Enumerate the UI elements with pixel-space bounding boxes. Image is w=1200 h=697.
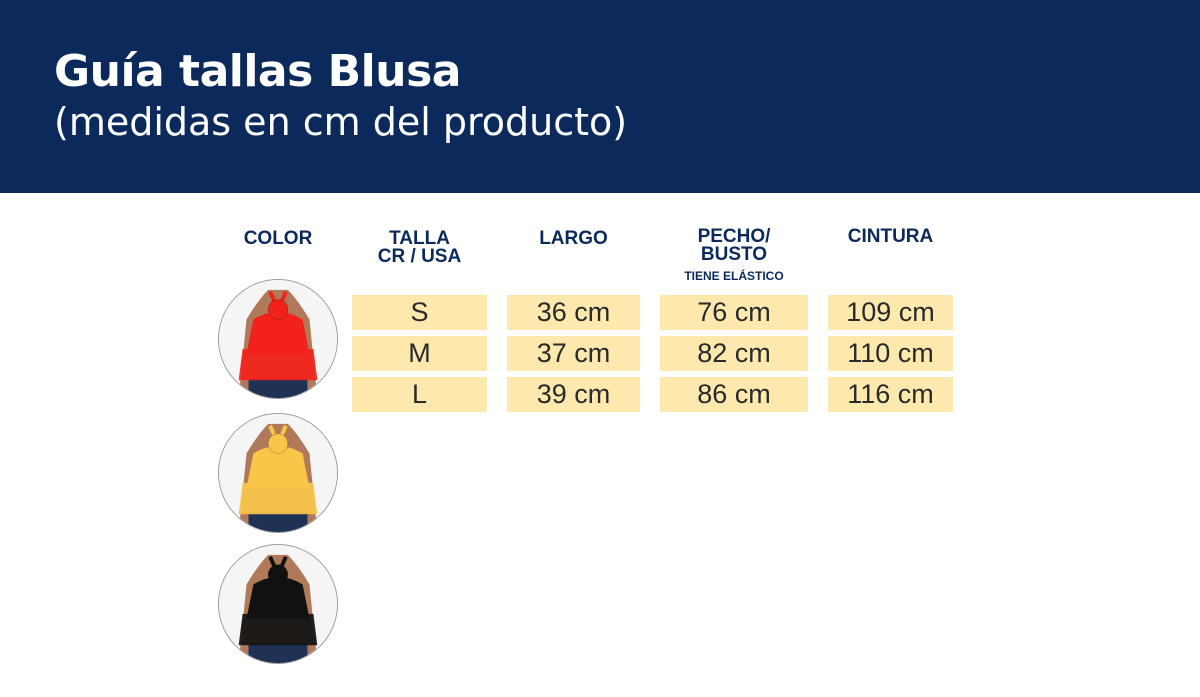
column-header-talla: TALLA CR / USA bbox=[352, 228, 487, 267]
color-swatch-red bbox=[218, 279, 338, 399]
talla-line-1: TALLA bbox=[389, 228, 450, 249]
cell-largo: 39 cm bbox=[507, 377, 640, 412]
column-header-largo: LARGO bbox=[539, 228, 608, 249]
cell-cintura: 110 cm bbox=[828, 336, 953, 371]
column-header-pecho: PECHO/ BUSTO TIENE ELÁSTICO bbox=[660, 226, 808, 283]
page-title: Guía tallas Blusa bbox=[54, 46, 461, 97]
cell-cintura: 116 cm bbox=[828, 377, 953, 412]
cell-largo: 37 cm bbox=[507, 336, 640, 371]
cell-pecho: 82 cm bbox=[660, 336, 808, 371]
pecho-line-1: PECHO/ bbox=[697, 226, 771, 247]
cell-largo: 36 cm bbox=[507, 295, 640, 330]
cell-talla: L bbox=[352, 377, 487, 412]
pecho-line-2: BUSTO bbox=[700, 244, 768, 265]
blouse-image bbox=[219, 414, 337, 532]
color-swatch-black bbox=[218, 544, 338, 664]
header-banner: Guía tallas Blusa (medidas en cm del pro… bbox=[0, 0, 1200, 193]
column-header-cintura: CINTURA bbox=[847, 226, 934, 247]
cell-pecho: 86 cm bbox=[660, 377, 808, 412]
pecho-note: TIENE ELÁSTICO bbox=[684, 269, 784, 283]
cell-pecho: 76 cm bbox=[660, 295, 808, 330]
blouse-image bbox=[219, 545, 337, 663]
color-swatch-yellow bbox=[218, 413, 338, 533]
blouse-image bbox=[219, 280, 337, 398]
cell-talla: S bbox=[352, 295, 487, 330]
cell-talla: M bbox=[352, 336, 487, 371]
cell-cintura: 109 cm bbox=[828, 295, 953, 330]
page-subtitle: (medidas en cm del producto) bbox=[54, 100, 628, 144]
talla-line-2: CR / USA bbox=[377, 246, 462, 267]
column-header-color: COLOR bbox=[243, 228, 313, 249]
